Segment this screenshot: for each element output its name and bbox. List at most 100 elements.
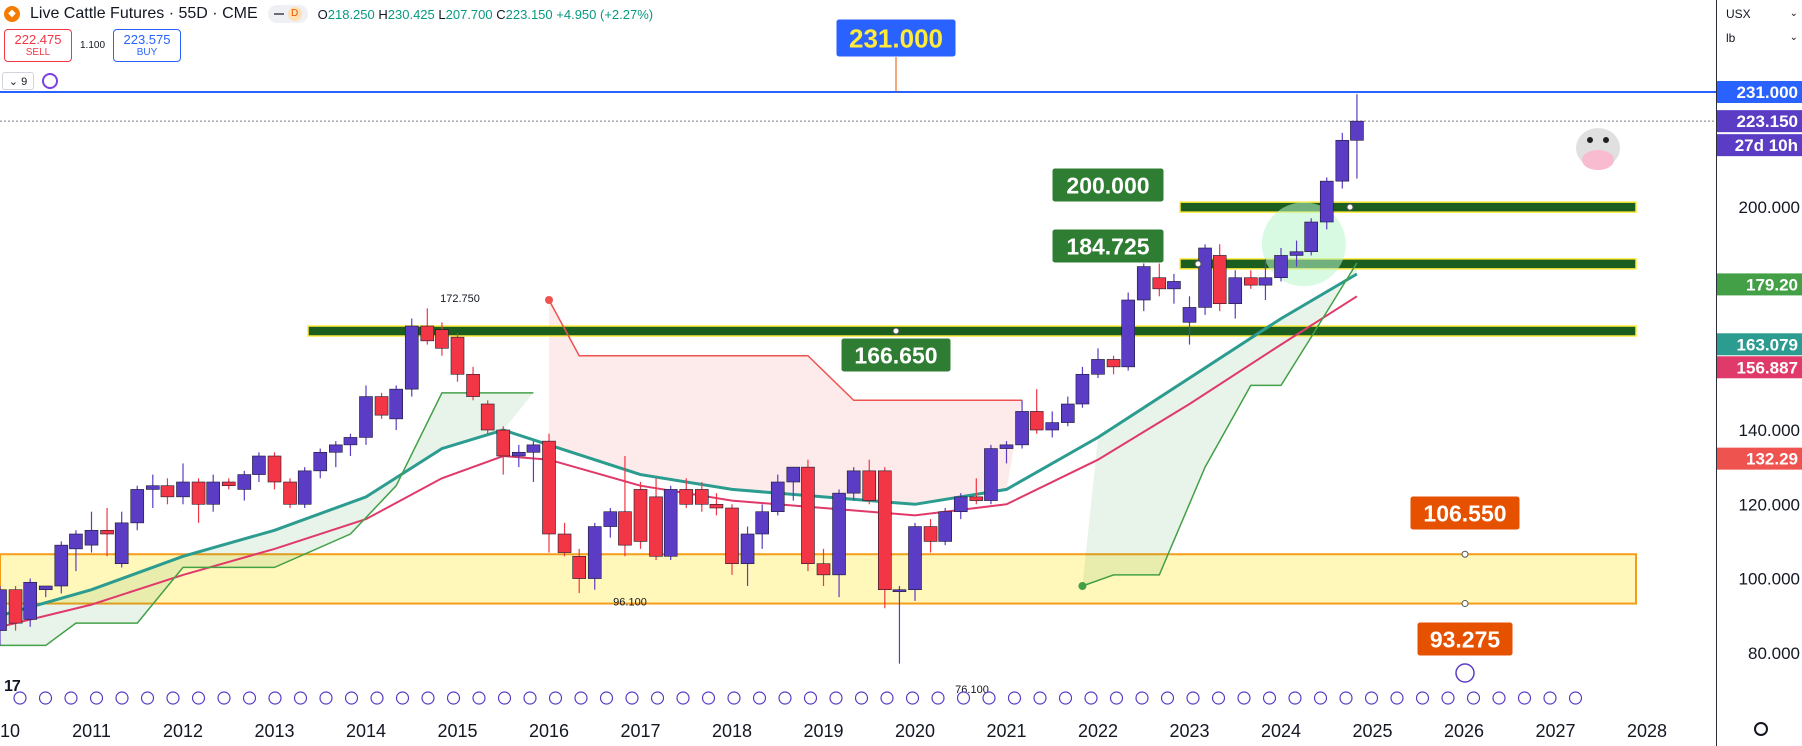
- candle: [679, 478, 694, 508]
- candle-body: [404, 325, 419, 390]
- candle-body: [359, 396, 373, 438]
- candle: [1167, 274, 1181, 304]
- candle-body: [160, 485, 175, 498]
- stop-line-green-late: [1082, 262, 1358, 587]
- x-tick-label: 2013: [254, 721, 294, 741]
- candle: [283, 478, 297, 508]
- x-tick-label: 2020: [895, 721, 935, 741]
- event-marker-icon: [1543, 691, 1557, 705]
- candle-body: [420, 325, 435, 342]
- candle-body: [38, 585, 53, 591]
- level-184-label: 184.725: [1066, 233, 1149, 259]
- candle-body: [801, 466, 815, 565]
- buy-button[interactable]: 223.575 BUY: [113, 29, 181, 62]
- candle-body: [1091, 359, 1105, 375]
- level-bar-resistance-200: [1179, 201, 1637, 213]
- unit-select[interactable]: lb ⌄: [1718, 28, 1802, 48]
- candle-body: [1015, 411, 1029, 446]
- interval-pill[interactable]: D: [267, 5, 308, 23]
- event-marker-icon: [650, 691, 665, 705]
- candle: [908, 522, 922, 601]
- stop-line-green: [0, 392, 534, 647]
- candle-body: [480, 403, 495, 431]
- candle: [480, 400, 495, 434]
- event-marker-icon: [905, 691, 920, 705]
- candle: [1198, 244, 1212, 315]
- candle: [832, 489, 846, 598]
- candle-body: [649, 496, 663, 557]
- gear-icon[interactable]: [1754, 722, 1768, 736]
- candle: [1136, 255, 1151, 312]
- event-marker-icon: [1262, 691, 1277, 705]
- event-marker-icon: [854, 691, 869, 705]
- symbol-title[interactable]: Live Cattle Futures · 55D · CME: [30, 5, 258, 22]
- event-marker-icon: [931, 691, 945, 705]
- price-scale-tag-box: [1717, 356, 1802, 379]
- candle: [69, 530, 83, 572]
- candle: [572, 548, 586, 594]
- candle: [587, 522, 602, 590]
- y-tick-label: 200.000: [1739, 198, 1800, 217]
- candle: [466, 366, 480, 401]
- event-marker-icon: [1390, 691, 1404, 705]
- event-marker-icon: [1466, 691, 1481, 705]
- candle-body: [0, 589, 7, 631]
- x-tick-label: 2027: [1535, 721, 1575, 741]
- candle-body: [389, 388, 403, 420]
- event-marker-icon: [38, 691, 53, 705]
- x-tick-label: 2012: [163, 721, 203, 741]
- event-marker-icon: [752, 691, 767, 705]
- candle-body: [1182, 307, 1197, 323]
- candle: [130, 485, 145, 531]
- candle-body: [526, 444, 541, 453]
- candle: [1228, 270, 1243, 319]
- ohlc-open: 218.250: [327, 6, 375, 22]
- candle: [237, 470, 252, 501]
- price-scale-tag-box: [1717, 134, 1802, 157]
- level-anchor-dot: [1346, 203, 1354, 211]
- x-tick-label: 2016: [529, 721, 569, 741]
- buy-label: BUY: [136, 47, 158, 58]
- refresh-icon[interactable]: [42, 73, 58, 89]
- x-tick-label: 2021: [986, 721, 1026, 741]
- candle-body: [999, 444, 1014, 449]
- candle: [359, 385, 373, 445]
- stop-shade-red: [549, 300, 1023, 505]
- event-marker-icon: [140, 691, 155, 705]
- candle-body: [84, 529, 99, 546]
- candle: [878, 467, 892, 609]
- tradingview-logo-icon: 17: [4, 678, 21, 695]
- candle-body: [755, 511, 769, 535]
- indicators-toggle[interactable]: ⌄ 9: [2, 72, 34, 90]
- candle: [297, 467, 312, 508]
- candle-body: [146, 485, 160, 490]
- candle: [374, 392, 389, 419]
- candle: [1335, 132, 1350, 189]
- candle: [176, 463, 190, 505]
- candle: [1106, 355, 1121, 375]
- currency-select[interactable]: USX ⌄: [1718, 4, 1802, 24]
- consolidation-zone: [0, 553, 1637, 605]
- event-marker-icon: [89, 691, 104, 705]
- candle: [969, 478, 984, 505]
- candle: [725, 504, 739, 575]
- candle: [420, 308, 435, 345]
- candle: [1182, 296, 1197, 345]
- candle-body: [953, 496, 968, 513]
- event-marker-icon: [1568, 691, 1583, 705]
- candle: [801, 459, 815, 572]
- high-annotation: 172.750: [440, 293, 480, 305]
- candle: [8, 586, 23, 631]
- level-200-box: [1051, 167, 1165, 203]
- candle-body: [313, 451, 328, 472]
- candle: [695, 482, 709, 512]
- candle: [160, 478, 175, 505]
- cme-cattle-icon: ◆: [4, 6, 20, 22]
- sell-button[interactable]: 222.475 SELL: [4, 29, 72, 62]
- candle: [1304, 218, 1318, 256]
- buy-price: 223.575: [123, 32, 171, 47]
- stop-shade-green-late: [1082, 262, 1357, 586]
- candle-body: [23, 581, 37, 620]
- ohlc-high-label: H: [378, 6, 388, 22]
